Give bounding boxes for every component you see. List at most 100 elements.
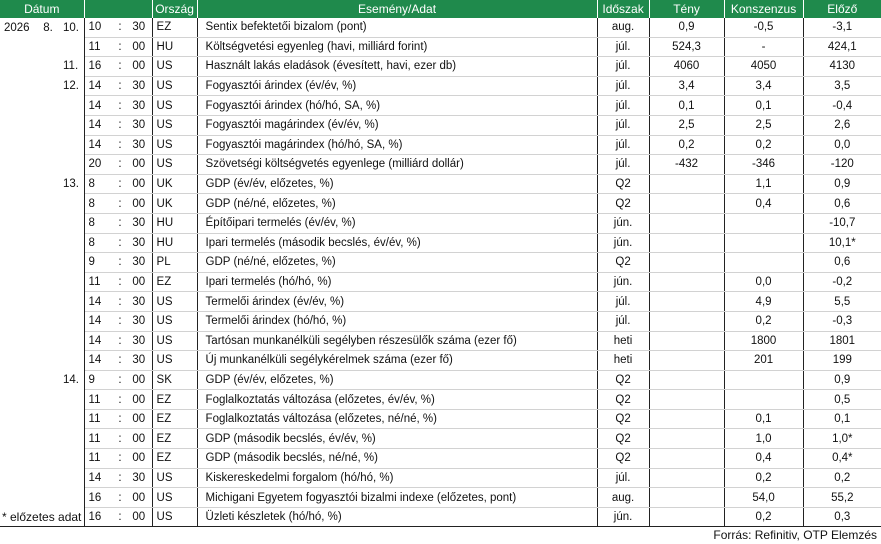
date-year-cell: [0, 311, 36, 331]
header-row: Dátum Ország Esemény/Adat Időszak Tény K…: [0, 0, 881, 18]
table-row: 11:00 EZ GDP (második becslés, né/né, %) Q2…: [0, 448, 881, 469]
date-day-cell: [60, 213, 85, 234]
consensus-cell: 54,0: [724, 487, 804, 508]
country-cell: US: [152, 350, 198, 371]
table-row: 14:30 US Termelői árindex (hó/hó, %) júl. 0,…: [0, 311, 881, 332]
consensus-cell: 0,2: [724, 507, 804, 528]
date-month-cell: [36, 194, 60, 214]
date-year-cell: [0, 488, 36, 508]
date-year-cell: [0, 155, 36, 175]
actual-cell: 3,4: [649, 76, 725, 97]
time-minute-cell: 30: [126, 115, 153, 136]
table-row: 11:00 EZ GDP (második becslés, év/év, %) Q2…: [0, 428, 881, 450]
previous-cell: 0,0: [803, 135, 881, 156]
time-hour-cell: 14: [84, 350, 115, 371]
period-cell: júl.: [597, 468, 650, 489]
date-day-cell: [60, 233, 85, 253]
time-separator-cell: :: [114, 487, 127, 508]
date-month-cell: [36, 449, 60, 469]
time-separator-cell: :: [114, 350, 127, 371]
actual-cell: 4060: [649, 56, 725, 77]
time-hour-cell: 8: [84, 174, 115, 195]
table-row: 11. 16:00 US Használt lakás eladások (évesí…: [0, 56, 881, 77]
period-cell: aug.: [597, 18, 650, 38]
period-cell: aug.: [597, 487, 650, 508]
time-hour-cell: 14: [84, 115, 115, 136]
time-hour-cell: 10: [84, 18, 115, 38]
country-cell: SK: [152, 370, 198, 391]
date-day-cell: 12.: [60, 76, 85, 96]
period-cell: Q2: [597, 448, 650, 469]
time-separator-cell: :: [114, 18, 127, 38]
table-row: 14:30 US Fogyasztói magárindex (hó/hó, SA,…: [0, 135, 881, 156]
actual-cell: [649, 389, 725, 410]
time-separator-cell: :: [114, 95, 127, 116]
previous-cell: 0,3: [803, 507, 881, 528]
period-cell: júl.: [597, 37, 650, 58]
date-year-cell: [0, 57, 36, 77]
date-year-cell: [0, 507, 36, 528]
date-month-cell: [36, 468, 60, 488]
time-minute-cell: 30: [126, 233, 153, 254]
previous-cell: 1801: [803, 331, 881, 352]
time-minute-cell: 30: [126, 291, 153, 312]
table-row: 14:30 US Kiskereskedelmi forgalom (hó/hó, …: [0, 468, 881, 489]
country-cell: EZ: [152, 272, 198, 293]
event-cell: Használt lakás eladások (évesített, havi…: [197, 56, 598, 77]
consensus-cell: 0,2: [724, 468, 804, 489]
date-day-cell: [60, 428, 85, 449]
period-cell: júl.: [597, 154, 650, 175]
date-year-cell: [0, 351, 36, 371]
time-minute-cell: 30: [126, 76, 153, 97]
time-minute-cell: 30: [126, 350, 153, 371]
country-cell: HU: [152, 213, 198, 234]
event-cell: Michigani Egyetem fogyasztói bizalmi ind…: [197, 487, 598, 508]
date-year-cell: [0, 76, 36, 96]
time-hour-cell: 9: [84, 252, 115, 273]
period-cell: jún.: [597, 507, 650, 528]
time-hour-cell: 14: [84, 291, 115, 312]
time-minute-cell: 00: [126, 428, 153, 450]
time-hour-cell: 14: [84, 468, 115, 489]
period-cell: Q2: [597, 252, 650, 273]
date-month-cell: [36, 370, 60, 390]
consensus-cell: 1800: [724, 331, 804, 352]
period-cell: heti: [597, 331, 650, 352]
time-separator-cell: :: [114, 115, 127, 136]
time-minute-cell: 00: [126, 37, 153, 58]
period-cell: júl.: [597, 291, 650, 312]
time-separator-cell: :: [114, 174, 127, 195]
previous-cell: 199: [803, 350, 881, 371]
time-separator-cell: :: [114, 272, 127, 293]
country-cell: US: [152, 95, 198, 116]
time-hour-cell: 11: [84, 428, 115, 450]
country-cell: US: [152, 331, 198, 352]
time-hour-cell: 8: [84, 233, 115, 254]
time-hour-cell: 14: [84, 76, 115, 97]
date-year-cell: [0, 449, 36, 469]
event-cell: Tartósan munkanélküli segélyben részesül…: [197, 331, 598, 352]
previous-cell: -3,1: [803, 18, 881, 38]
actual-cell: [649, 409, 725, 430]
date-year-cell: [0, 194, 36, 214]
previous-cell: 1,0*: [803, 428, 881, 450]
table-row: 2026 8. 10. 10:30 EZ Sentix befektetői bizalo…: [0, 18, 881, 38]
date-month-cell: [36, 253, 60, 273]
previous-cell: -120: [803, 154, 881, 175]
consensus-cell: -0,5: [724, 18, 804, 38]
actual-cell: [649, 213, 725, 234]
consensus-cell: [724, 389, 804, 410]
event-cell: Fogyasztói árindex (hó/hó, SA, %): [197, 95, 598, 116]
country-cell: US: [152, 76, 198, 97]
table-row: 14:30 US Fogyasztói magárindex (év/év, %) j…: [0, 115, 881, 136]
time-minute-cell: 00: [126, 487, 153, 508]
date-month-cell: [36, 96, 60, 116]
country-cell: UK: [152, 193, 198, 214]
time-hour-cell: 8: [84, 213, 115, 234]
table-row: 14. 9:00 SK GDP (év/év, előzetes, %) Q2 0,9: [0, 370, 881, 391]
period-cell: jún.: [597, 213, 650, 234]
date-month-cell: [36, 57, 60, 77]
actual-cell: [649, 468, 725, 489]
time-separator-cell: :: [114, 233, 127, 254]
date-year-cell: [0, 96, 36, 116]
